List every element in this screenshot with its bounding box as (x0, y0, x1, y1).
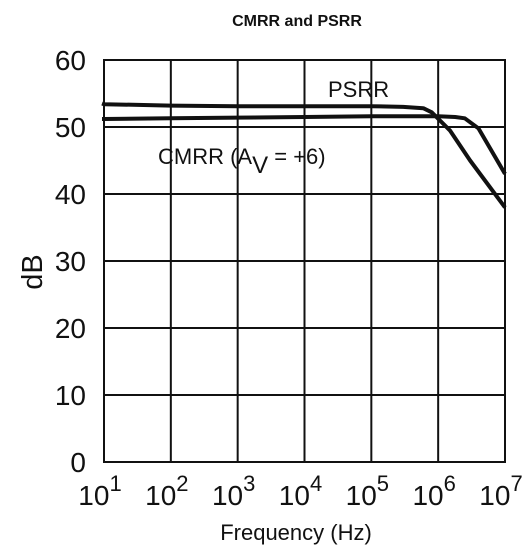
y-tick-label: 40 (55, 179, 86, 210)
x-tick-base: 10 (78, 480, 109, 511)
x-tick-base: 10 (412, 480, 443, 511)
plot-frame (103, 59, 506, 463)
y-tick-label: 20 (55, 313, 86, 344)
x-tick-exponent: 1 (109, 471, 121, 496)
x-tick-label: 105 (346, 471, 389, 511)
psrr-label: PSRR (328, 77, 389, 102)
cmrr-label-subscript: V (252, 152, 268, 179)
x-tick-label: 101 (78, 471, 121, 511)
psrr-line (101, 101, 507, 209)
x-tick-label: 107 (479, 471, 522, 511)
y-tick-label: 10 (55, 380, 86, 411)
x-tick-base: 10 (212, 480, 243, 511)
x-axis-label: Frequency (Hz) (220, 520, 372, 545)
x-tick-base: 10 (479, 480, 510, 511)
y-tick-label: 60 (55, 45, 86, 76)
cmrr-line (102, 114, 507, 175)
x-tick-exponent: 7 (510, 471, 522, 496)
series-lines (101, 101, 507, 209)
x-tick-base: 10 (279, 480, 310, 511)
x-tick-base: 10 (145, 480, 176, 511)
y-axis-label: dB (17, 254, 49, 289)
y-tick-label: 50 (55, 112, 86, 143)
cmrr-label: CMRR (AV = +6) (158, 144, 326, 179)
cmrr-label-tail: = +6) (268, 144, 325, 169)
y-tick-label: 30 (55, 246, 86, 277)
x-tick-exponent: 4 (310, 471, 322, 496)
x-tick-label: 102 (145, 471, 188, 511)
x-tick-labels: 101 102 103 104 105 106 107 (78, 471, 522, 511)
y-tick-label: 0 (70, 447, 86, 478)
x-tick-label: 104 (279, 471, 322, 511)
x-tick-label: 106 (412, 471, 455, 511)
x-tick-exponent: 2 (176, 471, 188, 496)
x-tick-label: 103 (212, 471, 255, 511)
y-tick-labels: 0 10 20 30 40 50 60 (55, 45, 86, 478)
cmrr-label-main: CMRR (A (158, 144, 252, 169)
x-tick-exponent: 6 (444, 471, 456, 496)
x-tick-exponent: 3 (243, 471, 255, 496)
chart-title: CMRR and PSRR (232, 13, 362, 30)
x-tick-base: 10 (346, 480, 377, 511)
x-tick-exponent: 5 (377, 471, 389, 496)
